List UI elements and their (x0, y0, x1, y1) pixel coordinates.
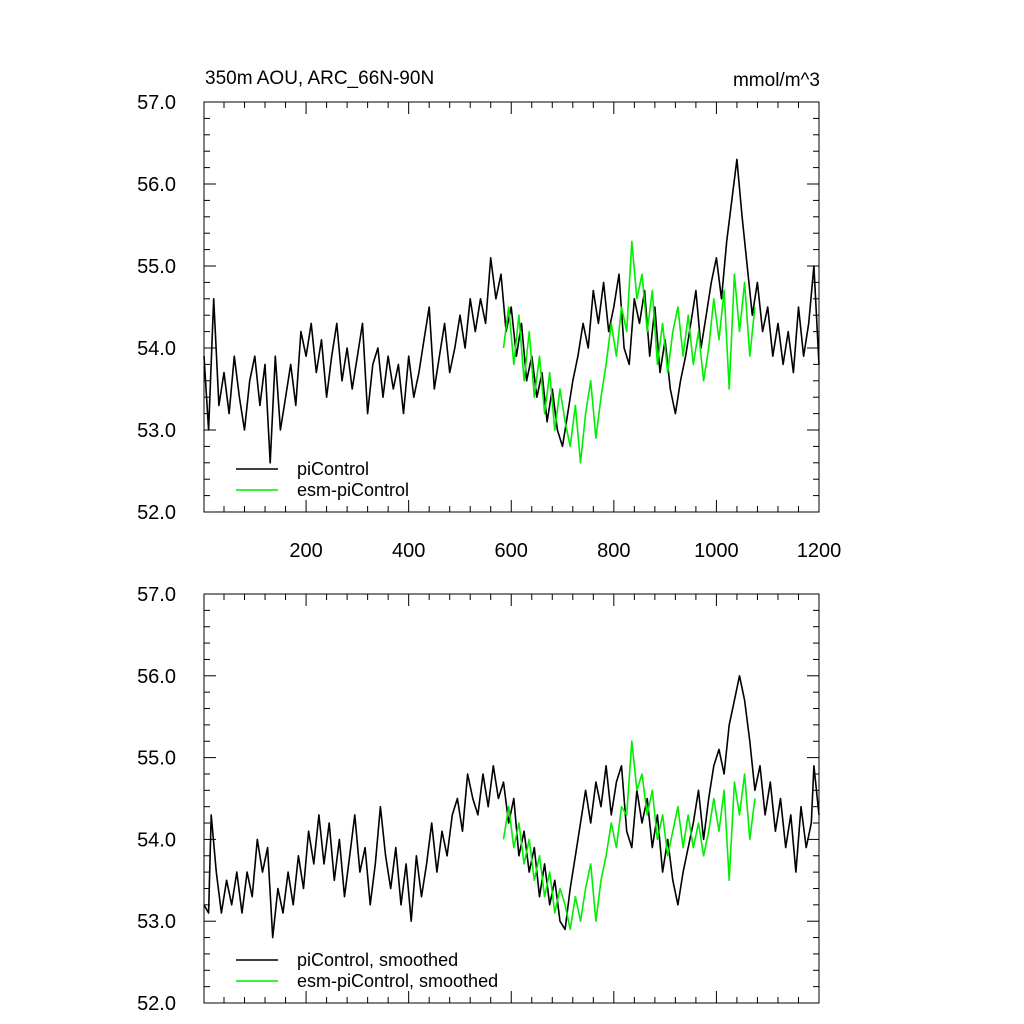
series-line-picontrol (203, 158, 820, 464)
bottom-panel: 52.0 53.0 54.0 55.0 56.0 57.0 piControl, smoot… (137, 584, 820, 1015)
y-tick-label: 52.0 (137, 993, 176, 1015)
y-tick-label: 52.0 (137, 502, 176, 524)
legend-label: esm-piControl, smoothed (297, 971, 498, 991)
plot-frame (203, 593, 820, 1004)
y-tick-label: 56.0 (137, 666, 176, 688)
y-tick-label: 56.0 (137, 174, 176, 196)
x-tick-label: 1000 (694, 540, 739, 562)
series-line-esm-picontrol-smoothed (502, 740, 756, 931)
chart-units-label: mmol/m^3 (733, 70, 820, 91)
x-tick-label: 200 (289, 540, 322, 562)
series-line-esm-picontrol (502, 240, 756, 464)
top-panel: 52.0 53.0 54.0 55.0 56.0 57.0 200 400 600 800 1000… (137, 92, 841, 562)
x-tick-label: 600 (495, 540, 528, 562)
y-tick-label: 55.0 (137, 748, 176, 770)
chart-title-left: 350m AOU, ARC_66N-90N (205, 68, 434, 89)
legend-label: piControl, smoothed (297, 950, 458, 970)
y-tick-label: 54.0 (137, 338, 176, 360)
x-tick-label: 1200 (797, 540, 842, 562)
legend-label: piControl (297, 459, 369, 479)
x-tick-label: 400 (392, 540, 425, 562)
y-tick-label: 55.0 (137, 256, 176, 278)
x-tick-label: 800 (597, 540, 630, 562)
legend-label: esm-piControl (297, 480, 409, 500)
y-tick-label: 57.0 (137, 584, 176, 606)
y-tick-label: 53.0 (137, 911, 176, 933)
y-tick-label: 54.0 (137, 829, 176, 851)
series-line-picontrol-smoothed (203, 675, 820, 939)
y-tick-label: 57.0 (137, 92, 176, 114)
y-tick-label: 53.0 (137, 420, 176, 442)
